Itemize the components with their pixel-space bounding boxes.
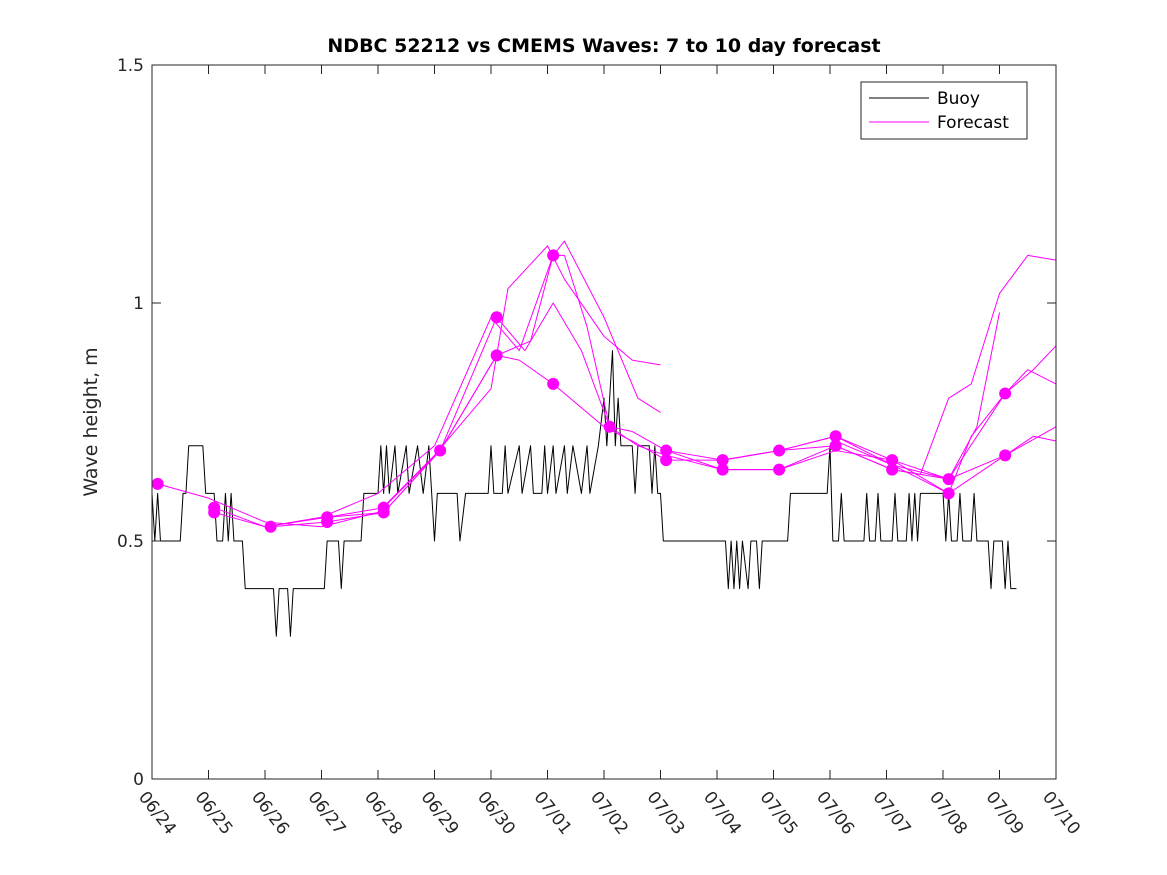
forecast-marker-11 xyxy=(547,249,560,262)
forecast-series-line-5 xyxy=(327,302,1000,518)
buoy-series-line xyxy=(151,350,1017,637)
y-tick-label-0: 0 xyxy=(133,770,144,790)
y-axis: 0 0.5 1 1.5 xyxy=(117,56,1056,790)
forecast-marker-10 xyxy=(490,349,503,362)
forecast-marker-20 xyxy=(829,430,842,443)
legend-box xyxy=(860,81,1028,140)
forecast-marker-25 xyxy=(942,487,955,500)
y-tick-label-1: 0.5 xyxy=(117,532,144,552)
forecast-marker-26 xyxy=(999,387,1012,400)
legend: Buoy Forecast xyxy=(860,81,1028,140)
forecast-marker-22 xyxy=(886,454,899,467)
forecast-marker-17 xyxy=(716,463,729,476)
forecast-marker-2 xyxy=(208,506,221,519)
plot-area xyxy=(152,65,1056,779)
forecast-series-line-7 xyxy=(722,254,1057,475)
forecast-marker-12 xyxy=(547,377,560,390)
forecast-marker-18 xyxy=(773,444,786,457)
legend-forecast-label: Forecast xyxy=(937,113,1009,133)
forecast-marker-21 xyxy=(829,439,842,452)
forecast-series-line-8 xyxy=(835,435,1057,480)
forecast-marker-8 xyxy=(434,444,447,457)
forecast-marker-13 xyxy=(603,420,616,433)
forecast-series-line-4 xyxy=(270,254,1057,528)
forecast-marker-5 xyxy=(321,515,334,528)
forecast-marker-27 xyxy=(999,449,1012,462)
legend-buoy-label: Buoy xyxy=(937,89,980,109)
forecast-marker-7 xyxy=(377,506,390,519)
forecast-marker-19 xyxy=(773,463,786,476)
y-axis-label: Wave height, m xyxy=(80,347,102,496)
forecast-marker-9 xyxy=(490,311,503,324)
y-tick-label-3: 1.5 xyxy=(117,56,144,76)
forecast-marker-24 xyxy=(942,473,955,486)
forecast-series-line-3 xyxy=(213,354,1057,528)
chart-title: NDBC 52212 vs CMEMS Waves: 7 to 10 day f… xyxy=(327,35,880,57)
series-layer xyxy=(151,240,1057,637)
forecast-marker-3 xyxy=(264,520,277,533)
y-tick-label-2: 1 xyxy=(133,294,144,314)
forecast-marker-23 xyxy=(886,463,899,476)
marker-layer xyxy=(151,249,1012,533)
forecast-marker-16 xyxy=(716,454,729,467)
forecast-marker-15 xyxy=(660,454,673,467)
forecast-marker-0 xyxy=(151,477,164,490)
forecast-marker-14 xyxy=(660,444,673,457)
forecast-series-line-1 xyxy=(157,245,661,528)
forecast-series-line-2 xyxy=(214,240,661,528)
